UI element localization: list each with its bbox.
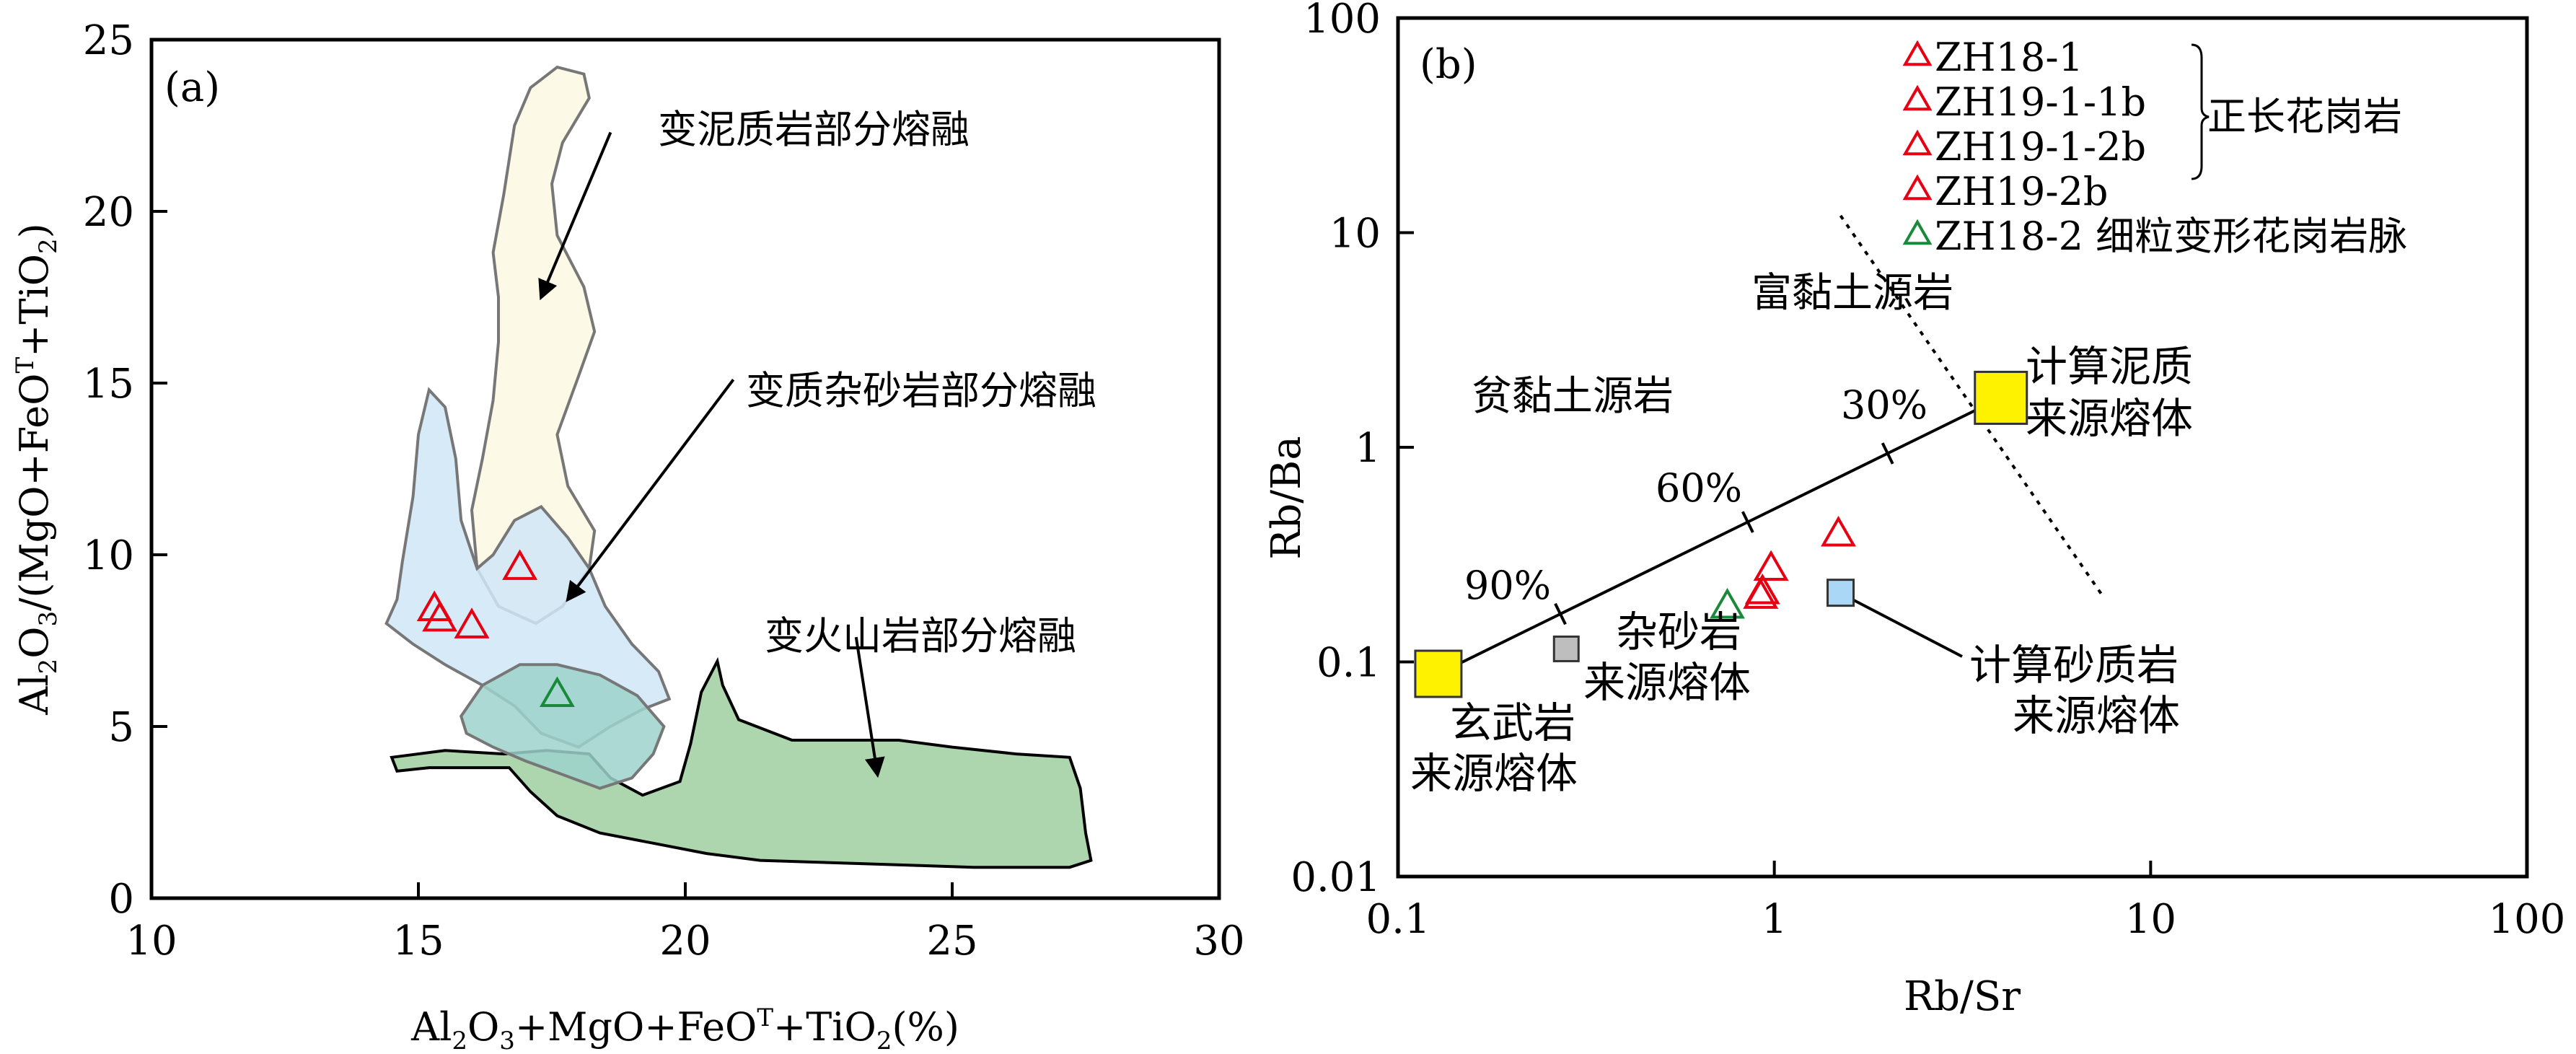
mixing-label-30: 30% xyxy=(1841,382,1927,428)
x-tick-label: 20 xyxy=(659,918,711,965)
clay-boundary-line xyxy=(1839,214,2105,599)
a-ticks: 10 15 20 25 30 0 5 10 15 20 25 xyxy=(83,17,1245,965)
sample-point xyxy=(422,600,458,632)
region-0 xyxy=(470,65,597,625)
x-tick-label: 10 xyxy=(126,918,177,965)
a-points xyxy=(416,549,575,708)
mixing-tick xyxy=(1881,442,1894,465)
mixing-label-60: 60% xyxy=(1656,465,1742,511)
x-tick-label: 25 xyxy=(926,918,977,965)
y-tick-label: 15 xyxy=(83,361,134,408)
psammite-leader-line xyxy=(1847,595,1963,658)
sample-point xyxy=(454,607,490,638)
legend-label: ZH18-2 细粒变形花岗岩脉 xyxy=(1935,214,2407,259)
end-member-square xyxy=(1414,649,1463,698)
region-label-metagreywacke: 变质杂砂岩部分熔融 xyxy=(746,368,1096,413)
y-tick-label: 0 xyxy=(108,876,134,923)
end-member-label-basalt-2: 来源熔体 xyxy=(1410,749,1578,798)
a-arrows xyxy=(538,131,885,778)
field-label-clay-poor: 贫黏土源岩 xyxy=(1472,373,1674,420)
legend-marker xyxy=(1902,129,1933,156)
y-tick-label: 20 xyxy=(83,189,134,236)
y-tick-label: 0.01 xyxy=(1291,854,1381,901)
legend-group-brace xyxy=(2191,43,2210,180)
legend-marker xyxy=(1902,219,1933,245)
b-lines xyxy=(1438,214,2105,675)
region-arrow-0 xyxy=(538,131,612,301)
b-points xyxy=(1710,515,1856,619)
y-tick-label: 1 xyxy=(1355,425,1381,472)
sample-point xyxy=(1710,587,1745,619)
end-member-label-greywacke-1: 杂砂岩 xyxy=(1616,607,1741,656)
x-tick-label: 100 xyxy=(2489,896,2566,943)
x-tick-label: 15 xyxy=(392,918,444,965)
sample-point xyxy=(1821,515,1856,547)
region-arrow-2 xyxy=(854,636,885,778)
end-member-label-basalt-1: 玄武岩 xyxy=(1450,698,1575,747)
legend-marker xyxy=(1902,40,1933,66)
mixing-tick xyxy=(1741,511,1754,533)
x-tick-label: 10 xyxy=(2125,896,2176,943)
mixing-label-90: 90% xyxy=(1464,563,1551,608)
panel-b-y-axis-title: Rb/Ba xyxy=(1263,436,1310,559)
y-tick-label: 10 xyxy=(1329,211,1381,258)
panel-a: 10 15 20 25 30 0 5 10 15 20 25 (a) 变泥质岩部分熔融 变质杂砂岩部… xyxy=(11,17,1245,1054)
y-tick-label: 25 xyxy=(83,17,134,64)
end-member-square xyxy=(1552,635,1580,662)
x-tick-label: 1 xyxy=(1762,896,1788,943)
end-member-label-pelite-1: 计算泥质 xyxy=(2026,342,2193,391)
region-label-metavolcanic: 变火山岩部分熔融 xyxy=(765,613,1076,659)
y-tick-label: 5 xyxy=(108,704,134,751)
x-tick-label: 0.1 xyxy=(1366,896,1430,943)
mixing-tick xyxy=(1554,602,1567,625)
end-member-label-greywacke-2: 来源熔体 xyxy=(1583,658,1751,707)
panel-a-y-axis-title: Al2O3/(MgO+FeOT+TiO2) xyxy=(11,223,63,715)
panel-b-x-axis-title: Rb/Sr xyxy=(1904,973,2021,1020)
panel-a-frame xyxy=(149,38,1221,900)
legend-label: ZH18-1 xyxy=(1935,35,2083,80)
sample-point xyxy=(502,549,538,580)
legend-group-label: 正长花岗岩 xyxy=(2207,94,2402,139)
sample-point xyxy=(1753,550,1789,581)
panel-a-label: (a) xyxy=(164,64,220,111)
panel-b-frame xyxy=(1396,16,2529,879)
end-member-square xyxy=(1974,370,2028,425)
legend-label: ZH19-1-1b xyxy=(1935,79,2146,125)
end-member-square xyxy=(1827,579,1855,607)
region-2 xyxy=(390,656,1093,869)
sample-point xyxy=(539,676,575,708)
end-member-label-pelite-2: 来源熔体 xyxy=(2026,394,2193,443)
end-member-label-psammite-1: 计算砂质岩 xyxy=(1969,641,2179,690)
legend-marker xyxy=(1902,84,1933,111)
panel-b-label: (b) xyxy=(1420,41,1477,88)
sample-point xyxy=(1743,578,1779,609)
y-tick-label: 0.1 xyxy=(1316,640,1381,687)
b-end-members xyxy=(1414,370,2028,698)
end-member-label-psammite-2: 来源熔体 xyxy=(2013,691,2180,740)
field-label-clay-rich: 富黏土源岩 xyxy=(1751,270,1953,317)
legend-label: ZH19-2b xyxy=(1935,169,2109,214)
panel-a-x-axis-title: Al2O3+MgO+FeOT+TiO2(%) xyxy=(410,1004,959,1054)
mixing-line xyxy=(1438,396,2002,675)
x-tick-label: 30 xyxy=(1193,918,1244,965)
region-arrow-1 xyxy=(566,379,735,602)
region-label-metapelite: 变泥质岩部分熔融 xyxy=(658,107,970,152)
a-regions xyxy=(384,65,1093,869)
legend-label: ZH19-1-2b xyxy=(1935,124,2146,170)
region-3 xyxy=(460,663,666,790)
legend-marker xyxy=(1902,174,1933,201)
y-tick-label: 10 xyxy=(83,532,134,579)
y-tick-label: 100 xyxy=(1304,0,1381,43)
